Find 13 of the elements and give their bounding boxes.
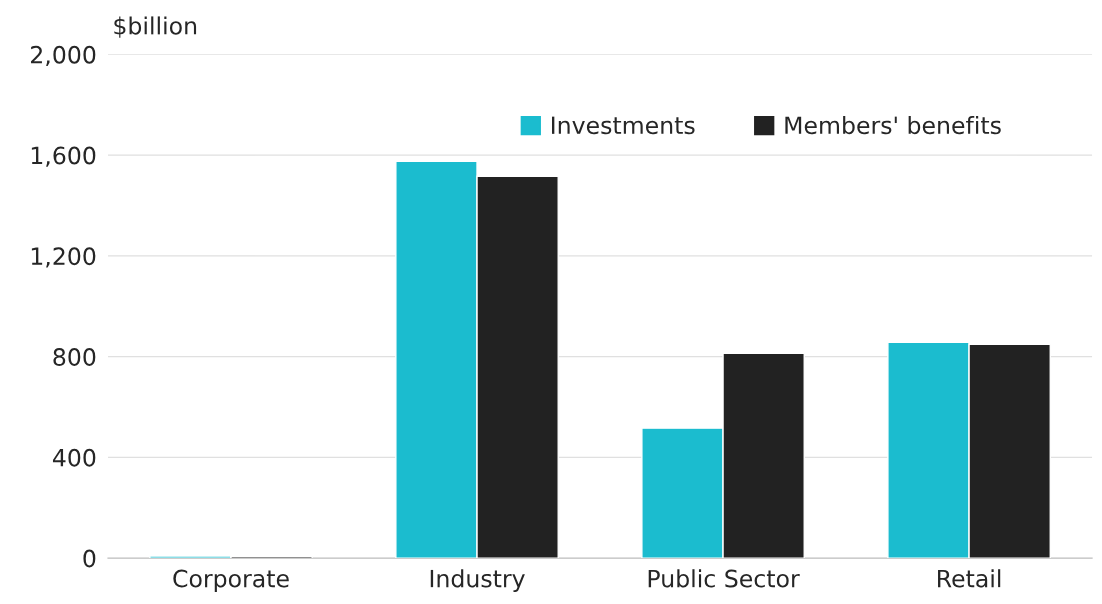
- y-tick-label: 800: [53, 348, 96, 366]
- y-tick-label: 400: [52, 448, 96, 467]
- y-tick-label: 1,600: [31, 146, 96, 167]
- x-tick-label: Public Sector: [648, 569, 800, 588]
- y-tick-label: 2,000: [31, 45, 96, 67]
- y-axis-title: $billion: [114, 16, 197, 38]
- x-tick-label: Industry: [430, 569, 525, 593]
- y-tick-label: 1,200: [31, 247, 96, 268]
- legend-label: Investments: [552, 116, 695, 135]
- y-tick-label: 0: [83, 549, 96, 568]
- x-tick-label: Corporate: [173, 569, 289, 593]
- x-tick-label: Retail: [938, 569, 1001, 588]
- legend-label: Members' benefits: [785, 115, 1001, 135]
